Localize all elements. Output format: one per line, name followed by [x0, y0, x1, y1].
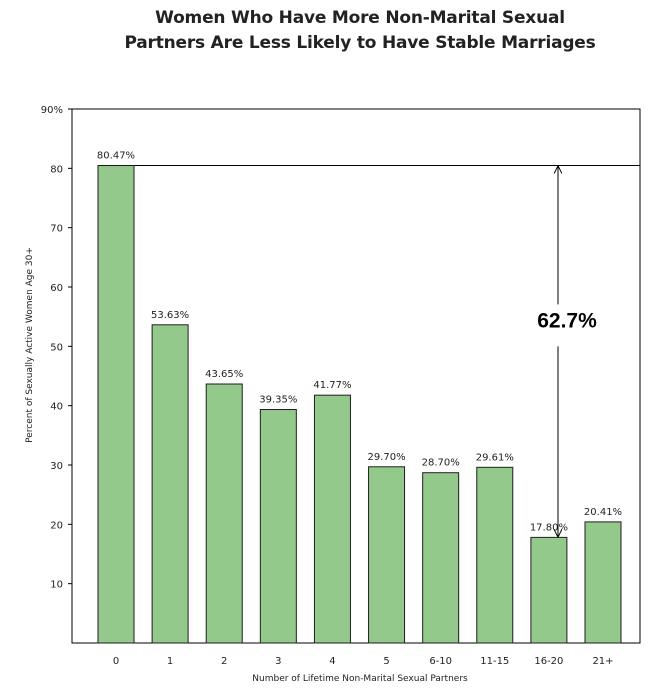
data-label-16-20: 17.80%: [530, 522, 568, 533]
annotation-label: 62.7%: [537, 309, 597, 332]
x-tick-label: 4: [329, 656, 335, 667]
data-label-6-10: 28.70%: [422, 458, 460, 469]
y-tick-label: 30: [50, 461, 63, 472]
bar-6-10: [422, 472, 460, 644]
bar-5: [368, 466, 406, 644]
y-tick-label: 60: [50, 283, 63, 294]
x-tick-label: 21+: [592, 656, 613, 667]
y-tick-label: 70: [50, 224, 63, 235]
data-label-4: 41.77%: [313, 380, 351, 391]
y-tick-label: 20: [50, 520, 63, 531]
data-label-21+: 20.41%: [584, 507, 622, 518]
data-label-5: 29.70%: [367, 452, 405, 463]
x-tick-label: 2: [221, 656, 227, 667]
x-tick-label: 0: [113, 656, 119, 667]
data-label-0: 80.47%: [97, 151, 135, 162]
data-label-2: 43.65%: [205, 369, 243, 380]
data-label-3: 39.35%: [259, 395, 297, 406]
bar-1: [151, 324, 189, 644]
y-tick-label: 90%: [41, 105, 63, 116]
data-label-1: 53.63%: [151, 310, 189, 321]
chart-title-line-1: Women Who Have More Non-Marital Sexual: [155, 8, 565, 28]
chart-title-line-2: Partners Are Less Likely to Have Stable …: [124, 33, 596, 53]
x-tick-label: 5: [383, 656, 389, 667]
chart-title: Women Who Have More Non-Marital Sexual P…: [0, 6, 666, 56]
y-tick-label: 50: [50, 342, 63, 353]
data-label-11-15: 29.61%: [476, 452, 514, 463]
x-tick-label: 1: [167, 656, 173, 667]
y-tick-label: 40: [50, 402, 63, 413]
x-axis-title: Number of Lifetime Non-Marital Sexual Pa…: [252, 674, 468, 684]
plot-frame: [71, 108, 641, 644]
y-axis-title: Percent of Sexually Active Women Age 30+: [25, 247, 35, 443]
bar-3: [259, 409, 297, 644]
x-tick-label: 3: [275, 656, 281, 667]
y-tick-label: 10: [50, 580, 63, 591]
bar-16-20: [530, 536, 568, 644]
x-tick-label: 16-20: [534, 656, 563, 667]
bar-0: [97, 165, 135, 644]
bar-11-15: [476, 466, 514, 644]
y-tick-label: 80: [50, 164, 63, 175]
x-tick-label: 11-15: [480, 656, 509, 667]
bar-4: [313, 394, 351, 644]
x-tick-label: 6-10: [429, 656, 452, 667]
bar-21+: [584, 521, 622, 644]
bar-2: [205, 383, 243, 644]
